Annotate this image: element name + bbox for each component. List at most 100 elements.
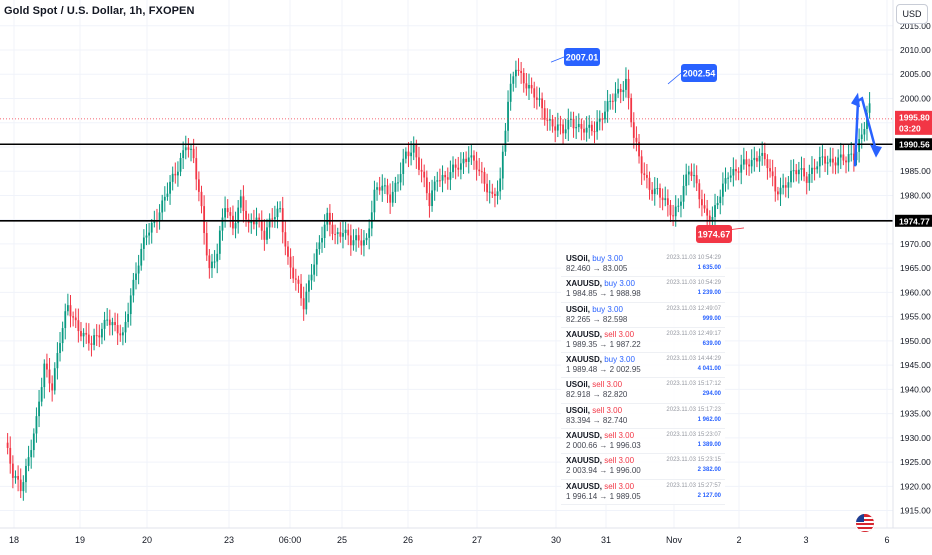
candle-body — [59, 343, 61, 354]
projection-arrow[interactable] — [851, 92, 882, 167]
candle — [237, 200, 240, 234]
trade-side: buy 3.00 — [604, 279, 635, 289]
candle-body — [292, 267, 295, 279]
candle — [355, 228, 357, 252]
candle — [368, 219, 371, 250]
candle — [753, 146, 756, 172]
candle — [226, 199, 229, 219]
candle-body — [187, 147, 190, 150]
candle — [549, 109, 551, 131]
trade-time: 2023.11.03 15:17:12 — [666, 381, 721, 388]
candle — [507, 90, 509, 142]
trade-side: sell 3.00 — [604, 431, 635, 441]
candle-body — [415, 145, 418, 158]
candle-body — [811, 167, 813, 174]
candle-body — [221, 217, 224, 231]
candle-body — [745, 159, 748, 165]
candle-body — [140, 248, 143, 266]
candle — [483, 167, 486, 192]
candle — [522, 68, 525, 93]
candle — [832, 147, 834, 174]
candle — [528, 73, 530, 100]
callout-high-2[interactable]: 2002.54 — [667, 64, 717, 85]
candle-body — [9, 447, 12, 464]
candle-body — [748, 164, 750, 167]
candle-body — [318, 242, 321, 250]
trade-history-panel: USOil, buy 3.00 82.460 → 83.005 2023.11.03… — [561, 252, 725, 505]
candle-body — [302, 298, 305, 310]
candle — [496, 180, 499, 205]
candle-body — [182, 150, 185, 158]
candle — [218, 225, 221, 260]
trade-row[interactable]: USOil, sell 3.00 83.394 → 82.740 2023.11.0… — [561, 403, 725, 430]
candle — [384, 177, 386, 195]
trade-row[interactable]: USOil, sell 3.00 82.918 → 82.820 2023.11.0… — [561, 378, 725, 404]
candle — [378, 176, 381, 195]
candle — [224, 196, 226, 228]
candle-body — [504, 130, 507, 152]
candle — [473, 150, 475, 170]
level-tag-1990[interactable]: 1990.56 — [895, 138, 932, 151]
candle — [617, 78, 619, 98]
callout-high-1[interactable]: 2007.01 — [550, 48, 600, 66]
time-axis-label: 18 — [9, 535, 19, 545]
candle — [459, 152, 462, 180]
candle-body — [727, 177, 730, 179]
price-axis-label: 1925.00 — [900, 457, 931, 467]
candle — [305, 283, 308, 315]
callout-low-1-box — [696, 225, 732, 243]
trade-row[interactable]: XAUUSD, buy 3.00 1 984.85 → 1 988.98 2023.… — [561, 277, 725, 303]
candle — [279, 201, 281, 213]
currency-button[interactable]: USD — [896, 4, 928, 24]
candle — [410, 140, 412, 166]
candle — [554, 116, 557, 143]
candle — [192, 138, 195, 164]
candle — [352, 229, 355, 251]
price-axis-label: 1920.00 — [900, 481, 931, 491]
candle — [140, 243, 143, 271]
candle-body — [169, 181, 171, 194]
candle — [203, 195, 206, 245]
candle-body — [158, 212, 161, 222]
candle — [195, 146, 198, 191]
candle-body — [321, 238, 323, 243]
trade-row[interactable]: USOil, buy 3.00 82.265 → 82.598 2023.11.03… — [561, 302, 725, 328]
candle-body — [394, 182, 397, 192]
candle-body — [860, 134, 863, 140]
candle — [177, 161, 179, 187]
trade-amount: 294.00 — [702, 391, 721, 398]
candle-body — [792, 170, 795, 172]
candle-body — [546, 119, 549, 121]
candle-body — [635, 137, 638, 142]
candle — [30, 439, 33, 469]
candle-body — [82, 332, 85, 337]
trade-row[interactable]: XAUUSD, buy 3.00 1 989.48 → 2 002.95 2023.… — [561, 353, 725, 379]
candle-body — [609, 100, 612, 102]
trade-row[interactable]: XAUUSD, sell 3.00 1 996.14 → 1 989.05 2023… — [561, 479, 725, 505]
candle — [381, 174, 384, 202]
candle-body — [373, 189, 376, 213]
candle — [601, 112, 604, 131]
time-axis[interactable]: 18 19 20 23 06:00 25 26 27 30 31 Nov 2 3 6 — [0, 527, 932, 545]
price-axis[interactable]: 2015.002010.002005.002000.001995.001990.… — [892, 0, 931, 528]
candle-body — [436, 180, 439, 182]
candle-body — [64, 311, 67, 329]
candle-body — [837, 157, 840, 166]
candle — [462, 152, 465, 174]
callout-low-1[interactable]: 1974.67 — [695, 225, 745, 243]
candle — [402, 148, 405, 186]
level-tag-1974[interactable]: 1974.77 — [895, 214, 932, 227]
candle-body — [585, 127, 588, 133]
trade-row[interactable]: XAUUSD, sell 3.00 2 003.94 → 1 996.00 2023… — [561, 454, 725, 480]
candle — [418, 146, 420, 176]
us-flag-icon[interactable] — [855, 513, 875, 533]
trade-row[interactable]: XAUUSD, sell 3.00 2 000.66 → 1 996.03 2023… — [561, 429, 725, 455]
candle — [363, 230, 365, 257]
trade-row[interactable]: XAUUSD, sell 3.00 1 989.35 → 1 987.22 2023… — [561, 327, 725, 354]
trade-row[interactable]: USOil, buy 3.00 82.460 → 83.005 2023.11.03… — [561, 252, 725, 278]
candle — [85, 322, 88, 344]
candle — [190, 144, 192, 162]
